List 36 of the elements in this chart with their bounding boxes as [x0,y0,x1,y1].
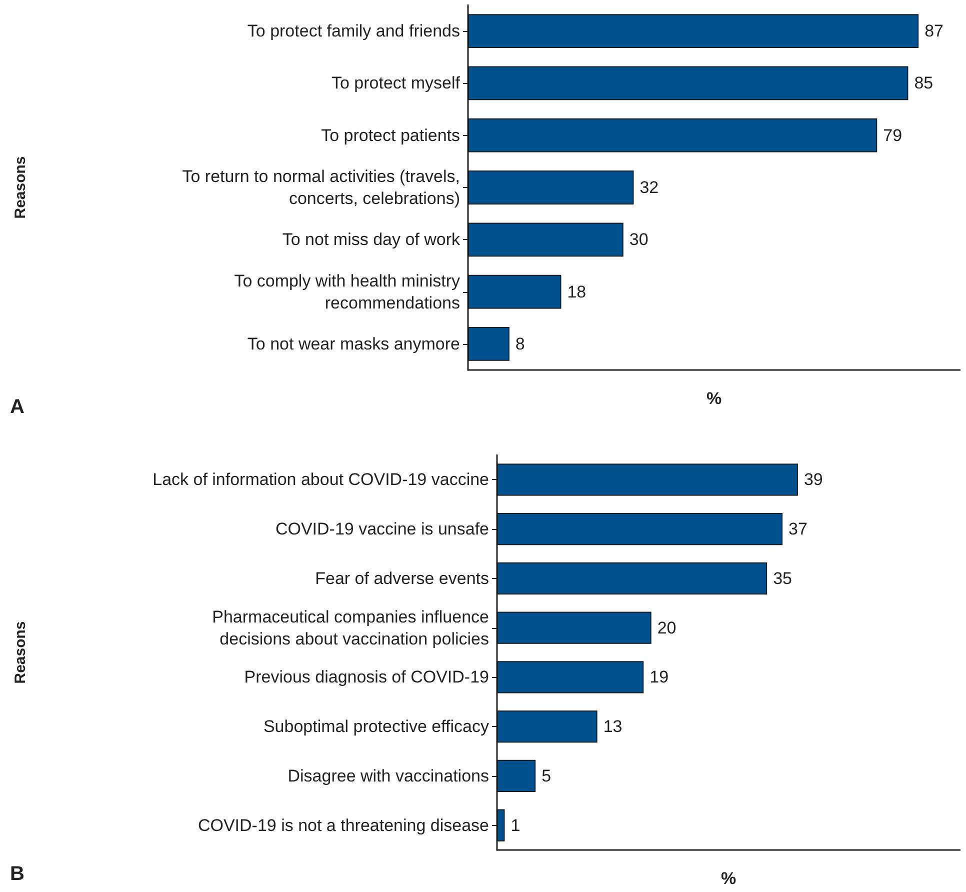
data-label: 39 [804,470,823,490]
y-axis-title: Reasons [12,156,29,219]
y-tick-label: Suboptimal protective efficacy [263,717,490,736]
text: A [10,396,24,418]
y-tick-label: Pharmaceutical companies influence decisions about vaccination policies [212,607,489,648]
y-tick-label: To not wear masks anymore [247,334,460,354]
text: B [10,863,24,885]
data-label: 13 [603,717,622,736]
data-label: 87 [924,22,944,41]
data-label: 35 [773,568,792,588]
data-label: 18 [567,282,586,302]
x-axis-title: % [720,869,736,888]
y-tick-label: Fear of adverse events [315,568,489,588]
y-tick-label: To protect family and friends [247,22,460,41]
y-tick-label: COVID-19 vaccine is unsafe [275,520,489,539]
y-tick-label: To comply with health ministry recommendations [234,271,460,312]
data-label: 30 [629,230,648,250]
data-label: 20 [657,618,676,638]
y-tick-label: Previous diagnosis of COVID-19 [244,668,489,687]
data-label: 8 [515,334,525,354]
y-tick-label: Disagree with vaccinations [288,766,489,786]
x-axis-title: % [706,389,722,408]
y-tick-label: To return to normal activities (travels, concerts, celebrations) [182,167,460,208]
data-label: 1 [510,816,520,835]
data-label: 19 [650,668,669,687]
data-label: 37 [788,520,808,539]
data-label: 32 [640,178,659,197]
y-tick-label: To protect myself [332,74,460,93]
data-label: 79 [883,126,902,145]
data-label: 5 [542,766,552,786]
y-tick-label: Lack of information about COVID-19 vaccine [152,470,489,490]
y-tick-label: COVID-19 is not a threatening disease [198,816,489,835]
y-axis-title: Reasons [12,621,29,684]
y-tick-label: To protect patients [321,126,460,145]
data-label: 85 [914,74,934,93]
y-tick-label: To not miss day of work [282,230,460,250]
